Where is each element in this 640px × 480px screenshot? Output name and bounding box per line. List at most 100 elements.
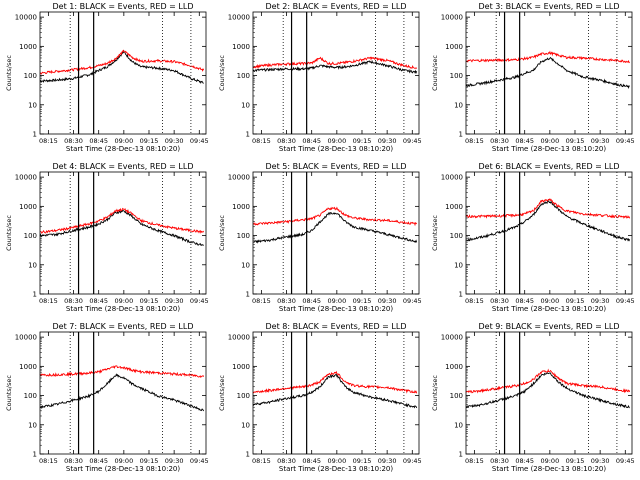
x-tick-label: 09:45: [403, 457, 422, 465]
panel-det-5: Det 5: BLACK = Events, RED = LLD 1 10 100 10…: [218, 162, 422, 313]
panel-det-1: Det 1: BLACK = Events, RED = LLD 1 10 100 10…: [5, 2, 209, 153]
y-axis-label: Counts/sec: [431, 375, 439, 411]
plot-frame: [465, 11, 633, 135]
y-tick-label: 10000: [228, 14, 250, 22]
x-tick-label: 09:15: [140, 457, 159, 465]
panel-title: Det 3: BLACK = Events, RED = LLD: [479, 2, 620, 11]
y-tick-label: 10: [28, 261, 37, 269]
y-tick-label: 100: [450, 232, 463, 240]
x-tick-label: 09:00: [327, 457, 346, 465]
y-axis-label: Counts/sec: [431, 215, 439, 251]
x-tick-label: 09:30: [165, 457, 184, 465]
panel-det-7: Det 7: BLACK = Events, RED = LLD 1 10 100 10…: [5, 322, 209, 473]
plot-frame: [252, 171, 420, 295]
x-tick-label: 09:30: [591, 457, 610, 465]
plot-frame: [252, 331, 420, 455]
x-tick-label: 08:30: [64, 457, 83, 465]
y-tick-label: 100: [450, 72, 463, 80]
y-tick-label: 10000: [441, 14, 463, 22]
x-tick-label: 09:30: [165, 137, 184, 145]
y-tick-label: 10000: [228, 334, 250, 342]
y-tick-label: 1000: [232, 43, 250, 51]
x-axis-label: Start Time (28-Dec-13 08:10:20): [279, 465, 393, 473]
series-line-lld: [465, 198, 631, 219]
x-axis-label: Start Time (28-Dec-13 08:10:20): [279, 305, 393, 313]
x-tick-label: 08:15: [465, 457, 484, 465]
y-axis-label: Counts/sec: [218, 375, 226, 411]
y-tick-label: 10: [241, 261, 250, 269]
x-axis-label: Start Time (28-Dec-13 08:10:20): [492, 305, 606, 313]
series-line-events: [465, 372, 630, 409]
series-line-events: [39, 49, 204, 84]
y-tick-label: 1000: [445, 203, 463, 211]
x-tick-label: 08:30: [490, 457, 509, 465]
y-tick-label: 1: [246, 451, 250, 459]
x-tick-label: 08:45: [302, 457, 321, 465]
x-tick-label: 09:45: [190, 137, 209, 145]
x-tick-label: 09:15: [353, 457, 372, 465]
panel-det-3: Det 3: BLACK = Events, RED = LLD 1 10 100 10…: [431, 2, 635, 153]
x-tick-label: 09:15: [566, 457, 585, 465]
y-tick-label: 10: [28, 101, 37, 109]
x-tick-label: 09:00: [114, 137, 133, 145]
x-tick-label: 08:15: [39, 457, 58, 465]
plot-frame: [39, 331, 207, 455]
panel-title: Det 2: BLACK = Events, RED = LLD: [266, 2, 407, 11]
x-tick-label: 08:15: [252, 137, 271, 145]
x-tick-label: 08:15: [465, 137, 484, 145]
series-line-lld: [39, 49, 205, 75]
series-line-lld: [252, 56, 418, 70]
x-tick-label: 08:45: [515, 297, 534, 305]
x-tick-label: 08:45: [302, 137, 321, 145]
y-axis-label: Counts/sec: [5, 375, 13, 411]
y-tick-label: 100: [24, 232, 37, 240]
series-line-lld: [40, 207, 205, 234]
x-tick-label: 08:30: [277, 297, 296, 305]
y-tick-label: 100: [450, 392, 463, 400]
y-tick-label: 1000: [19, 363, 37, 371]
series-line-lld: [39, 365, 205, 378]
x-tick-label: 09:30: [378, 457, 397, 465]
y-tick-label: 100: [237, 72, 250, 80]
y-tick-label: 100: [24, 72, 37, 80]
x-tick-label: 08:45: [515, 457, 534, 465]
y-tick-label: 100: [237, 232, 250, 240]
x-axis-label: Start Time (28-Dec-13 08:10:20): [492, 145, 606, 153]
y-tick-label: 10000: [15, 334, 37, 342]
plot-frame: [252, 11, 420, 135]
x-tick-label: 08:45: [89, 137, 108, 145]
y-tick-label: 1: [459, 451, 463, 459]
y-tick-label: 1: [33, 451, 37, 459]
panel-det-6: Det 6: BLACK = Events, RED = LLD 1 10 100 10…: [431, 162, 635, 313]
x-tick-label: 09:45: [616, 137, 635, 145]
y-tick-label: 1: [459, 131, 463, 139]
x-axis-label: Start Time (28-Dec-13 08:10:20): [66, 145, 180, 153]
panel-title: Det 4: BLACK = Events, RED = LLD: [53, 162, 194, 171]
series-line-events: [252, 212, 418, 244]
y-axis-label: Counts/sec: [5, 55, 13, 91]
x-axis-label: Start Time (28-Dec-13 08:10:20): [66, 305, 180, 313]
x-tick-label: 08:45: [89, 457, 108, 465]
x-axis-label: Start Time (28-Dec-13 08:10:20): [492, 465, 606, 473]
panel-det-8: Det 8: BLACK = Events, RED = LLD 1 10 100 10…: [218, 322, 422, 473]
x-tick-label: 09:15: [353, 137, 372, 145]
y-tick-label: 10: [454, 421, 463, 429]
y-axis-label: Counts/sec: [431, 55, 439, 91]
x-tick-label: 09:00: [540, 457, 559, 465]
y-tick-label: 10000: [441, 334, 463, 342]
x-tick-label: 08:30: [277, 457, 296, 465]
x-tick-label: 09:45: [616, 297, 635, 305]
series-line-events: [252, 59, 418, 75]
x-tick-label: 08:15: [252, 297, 271, 305]
x-tick-label: 09:45: [190, 457, 209, 465]
y-tick-label: 1: [33, 131, 37, 139]
x-tick-label: 09:00: [540, 137, 559, 145]
y-tick-label: 10: [454, 101, 463, 109]
y-tick-label: 1: [246, 131, 250, 139]
panel-title: Det 7: BLACK = Events, RED = LLD: [53, 322, 194, 331]
x-tick-label: 08:15: [39, 137, 58, 145]
x-tick-label: 09:30: [165, 297, 184, 305]
x-tick-label: 09:30: [591, 297, 610, 305]
series-line-lld: [253, 206, 418, 227]
x-tick-label: 09:15: [140, 137, 159, 145]
